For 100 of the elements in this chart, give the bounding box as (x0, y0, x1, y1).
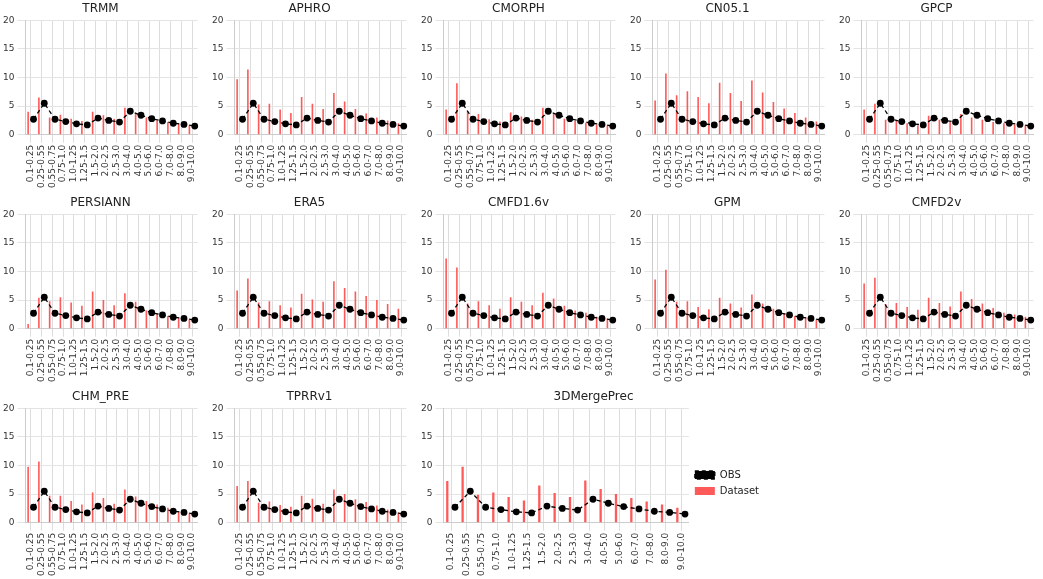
x-tick-label: 3.0-4.0 (957, 144, 968, 177)
x-tick-label: 9.0-10.0 (395, 532, 406, 571)
point (482, 503, 490, 511)
x-tick-label: 6.0-7.0 (990, 144, 1001, 177)
x-tick-label: 5.0-6.0 (352, 532, 363, 565)
x-tick-label: 6.0-7.0 (781, 144, 792, 177)
chart-title: ERA5 (293, 195, 326, 210)
point (169, 119, 177, 127)
x-tick-label: 0.75-1.0 (57, 144, 68, 183)
point (116, 312, 123, 320)
x-tick-label: 0.25-0.55 (662, 144, 673, 188)
bar (507, 496, 510, 523)
point (378, 507, 386, 515)
y-tick-label: 20 (630, 14, 642, 25)
point (169, 507, 177, 515)
y-tick-label: 5 (426, 100, 433, 111)
y-tick-label: 5 (844, 100, 851, 111)
point (378, 313, 386, 321)
chart-title: TRMM (81, 1, 119, 16)
point (555, 111, 563, 119)
x-tick-label: 0.75-1.0 (491, 532, 502, 571)
x-tick-label: 0.55-0.75 (46, 532, 57, 576)
point (544, 301, 552, 309)
point (30, 309, 37, 317)
point (83, 509, 91, 517)
point (700, 314, 707, 322)
x-tick-label: 3.0-4.0 (330, 144, 341, 177)
x-tick-label: 2.5-3.0 (738, 338, 749, 371)
x-tick-label: 1.25-1.5 (705, 338, 716, 377)
point (389, 314, 397, 322)
x-tick-label: 0.55-0.75 (673, 338, 684, 382)
x-tick-label: 5.0-6.0 (143, 338, 154, 371)
point (534, 118, 541, 126)
x-tick-label: 1.25-1.5 (914, 144, 925, 183)
point (589, 495, 597, 503)
y-tick-label: 15 (3, 43, 15, 54)
point (239, 309, 246, 317)
chart-title: GPM (714, 195, 741, 210)
x-tick-label: 0.1-0.25 (234, 338, 245, 377)
point (1005, 119, 1013, 127)
y-tick-label: 10 (3, 265, 15, 276)
x-tick-label: 2.0-2.5 (552, 532, 563, 565)
x-tick-label: 1.0-1.25 (68, 532, 79, 571)
x-tick-label: 9.0-10.0 (186, 338, 197, 377)
x-tick-label: 6.0-7.0 (154, 144, 165, 177)
point (764, 111, 772, 119)
point (898, 312, 906, 319)
point (743, 312, 750, 320)
point (148, 309, 156, 317)
point (83, 121, 91, 129)
point (357, 115, 365, 123)
x-tick-label: 2.5-3.0 (568, 532, 579, 565)
point (512, 308, 520, 316)
point (786, 311, 793, 319)
y-tick-label: 5 (8, 100, 15, 111)
x-tick-label: 9.0-10.0 (813, 338, 824, 377)
x-tick-label: 5.0-6.0 (352, 144, 363, 177)
point (678, 115, 686, 123)
point (909, 314, 916, 322)
point (501, 315, 509, 323)
point (491, 120, 498, 128)
y-tick-label: 20 (630, 208, 642, 219)
point (292, 121, 300, 129)
x-tick-label: 8.0-9.0 (1011, 338, 1022, 371)
x-tick-label: 2.0-2.5 (309, 144, 320, 177)
y-tick-label: 5 (635, 100, 642, 111)
point (260, 115, 268, 123)
x-tick-label: 3.0-4.0 (957, 338, 968, 371)
point (952, 118, 959, 126)
x-tick-label: 0.75-1.0 (57, 532, 68, 571)
point (898, 118, 906, 125)
x-tick-label: 5.0-6.0 (561, 338, 572, 371)
point (941, 116, 949, 124)
x-tick-label: 6.0-7.0 (629, 532, 640, 565)
x-tick-label: 1.25-1.5 (287, 532, 298, 571)
x-tick-label: 0.1-0.25 (234, 144, 245, 183)
x-tick-label: 5.0-6.0 (979, 338, 990, 371)
point (448, 115, 455, 123)
point (534, 312, 541, 320)
point (105, 116, 113, 124)
x-tick-label: 8.0-9.0 (384, 532, 395, 565)
y-tick-label: 0 (844, 323, 851, 334)
x-tick-label: 2.0-2.5 (100, 532, 111, 565)
x-tick-label: 7.0-8.0 (791, 144, 802, 177)
x-tick-label: 9.0-10.0 (1022, 144, 1033, 183)
x-tick-label: 3.0-4.0 (121, 532, 132, 565)
point (667, 99, 675, 107)
x-tick-label: 7.0-8.0 (582, 144, 593, 177)
y-tick-label: 10 (3, 71, 15, 82)
x-tick-label: 0.1-0.25 (25, 144, 36, 183)
x-tick-label: 1.25-1.5 (287, 338, 298, 377)
x-tick-label: 2.0-2.5 (309, 532, 320, 565)
point (1016, 120, 1024, 128)
x-tick-label: 4.0-5.0 (550, 144, 561, 177)
x-tick-label: 8.0-9.0 (175, 144, 186, 177)
point (721, 114, 729, 122)
point (866, 309, 873, 317)
y-tick-label: 5 (8, 488, 15, 499)
x-tick-label: 0.1-0.25 (25, 532, 36, 571)
y-tick-label: 5 (426, 294, 433, 305)
